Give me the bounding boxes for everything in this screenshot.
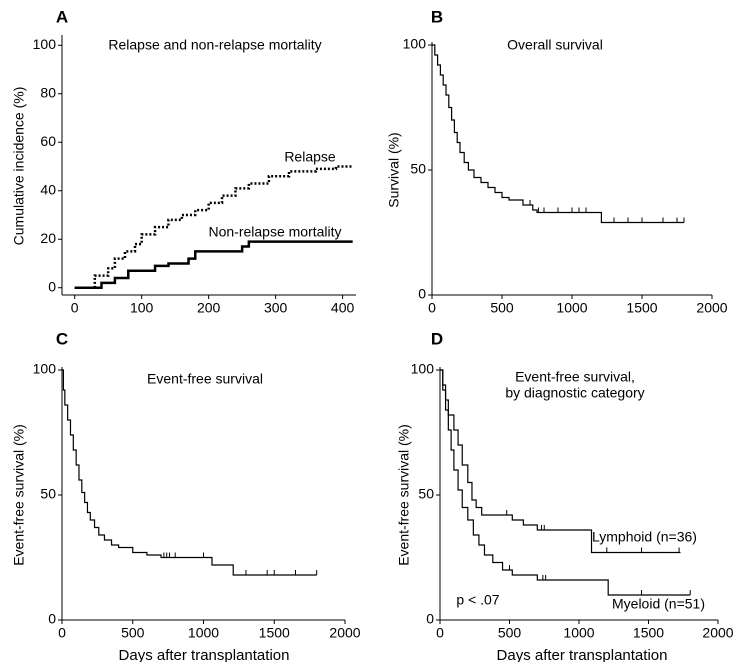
y-tick-label: 20	[40, 230, 56, 246]
x-tick-label: 500	[498, 625, 522, 641]
survival-curve	[440, 369, 681, 554]
x-tick-label: 500	[490, 300, 514, 316]
x-tick-label: 1500	[259, 625, 290, 641]
x-tick-label: 0	[58, 625, 66, 641]
y-axis-label: Cumulative incidence (%)	[11, 87, 27, 246]
panel-title: Overall survival	[507, 37, 603, 53]
x-tick-label: 200	[197, 300, 221, 316]
y-tick-label: 50	[40, 486, 56, 502]
y-tick-label: 80	[40, 84, 56, 100]
x-tick-label: 500	[121, 625, 145, 641]
y-axis-label: Event-free survival (%)	[11, 424, 27, 566]
y-axis-label: Survival (%)	[386, 132, 402, 207]
panel-letter: C	[56, 329, 68, 348]
y-tick-label: 40	[40, 181, 56, 197]
annotation: p < .07	[456, 592, 499, 608]
x-tick-label: 1000	[556, 300, 587, 316]
y-axis-label: Event-free survival (%)	[396, 424, 412, 566]
panel-title: Relapse and non-relapse mortality	[108, 37, 321, 53]
x-tick-label: 300	[264, 300, 288, 316]
panel-letter: D	[431, 329, 443, 348]
x-axis-label: Days after transplantation	[119, 647, 290, 662]
x-tick-label: 1500	[633, 625, 664, 641]
y-tick-label: 60	[40, 133, 56, 149]
y-tick-label: 100	[411, 361, 435, 377]
series-label: Non-relapse mortality	[208, 224, 341, 240]
x-tick-label: 2000	[702, 625, 733, 641]
survival-curve	[440, 369, 691, 596]
y-tick-label: 0	[426, 611, 434, 627]
series-label: Lymphoid (n=36)	[592, 529, 697, 545]
y-tick-label: 0	[418, 286, 426, 302]
x-tick-label: 2000	[329, 625, 360, 641]
panel-title: by diagnostic category	[505, 385, 644, 401]
y-tick-label: 0	[48, 278, 56, 294]
survival-curve	[432, 44, 684, 224]
panel-letter: A	[56, 7, 68, 26]
x-tick-label: 0	[428, 300, 436, 316]
survival-curve	[62, 369, 317, 576]
y-tick-label: 50	[410, 161, 426, 177]
panel-letter: B	[431, 7, 443, 26]
x-tick-label: 0	[71, 300, 79, 316]
x-tick-label: 1000	[188, 625, 219, 641]
x-tick-label: 100	[130, 300, 154, 316]
series-label: Myeloid (n=51)	[612, 596, 705, 612]
x-tick-label: 0	[436, 625, 444, 641]
series-label: Relapse	[284, 149, 336, 165]
y-tick-label: 100	[403, 36, 427, 52]
panel-title: Event-free survival,	[515, 369, 635, 385]
y-tick-label: 100	[33, 36, 57, 52]
y-tick-label: 50	[418, 486, 434, 502]
x-axis-label: Days after transplantation	[497, 647, 668, 662]
x-tick-label: 400	[331, 300, 355, 316]
x-tick-label: 1500	[626, 300, 657, 316]
x-tick-label: 2000	[696, 300, 727, 316]
y-tick-label: 100	[33, 361, 57, 377]
survival-curve	[74, 240, 353, 289]
y-tick-label: 0	[48, 611, 56, 627]
x-tick-label: 1000	[563, 625, 594, 641]
panel-title: Event-free survival	[147, 371, 263, 387]
